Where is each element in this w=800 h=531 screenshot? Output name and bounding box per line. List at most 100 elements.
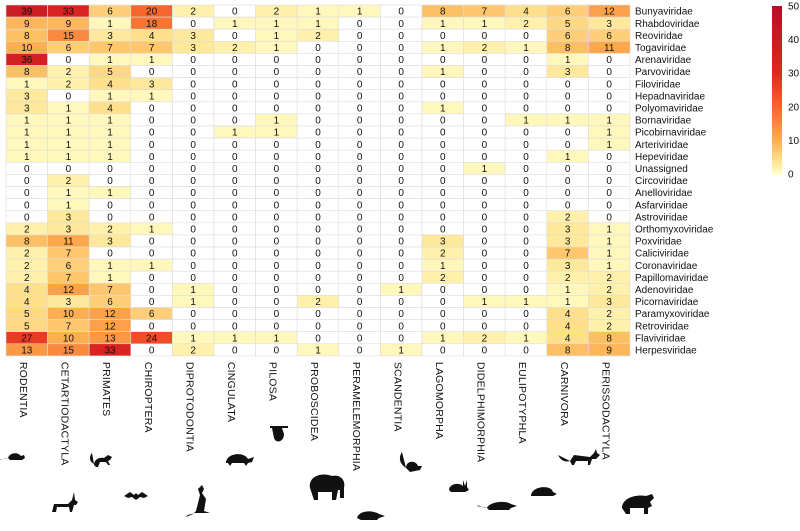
row-label: Arteriviridae — [635, 140, 689, 151]
cell-value: 0 — [24, 212, 30, 223]
cell-value: 1 — [190, 333, 196, 344]
cell-value: 0 — [398, 19, 404, 30]
cell-value: 1 — [274, 333, 280, 344]
cell-value: 0 — [606, 55, 612, 66]
cell-value: 0 — [440, 79, 446, 90]
cell-value: 1 — [440, 43, 446, 54]
cell-value: 1 — [606, 116, 612, 127]
cell-value: 0 — [357, 140, 363, 151]
cell-value: 1 — [232, 333, 238, 344]
cell-value: 0 — [357, 237, 363, 248]
cell-value: 3 — [24, 103, 30, 114]
cell-value: 0 — [398, 212, 404, 223]
cell-value: 0 — [232, 309, 238, 320]
legend-tick-label: 50 — [788, 2, 800, 13]
cell-value: 0 — [357, 188, 363, 199]
row-label: Bunyaviridae — [635, 7, 693, 18]
cell-value: 0 — [440, 128, 446, 139]
cell-value: 0 — [482, 67, 488, 78]
cell-value: 0 — [523, 164, 529, 175]
cell-value: 1 — [149, 261, 155, 272]
cell-value: 0 — [315, 176, 321, 187]
cell-value: 1 — [149, 91, 155, 102]
cell-value: 0 — [357, 103, 363, 114]
cell-value: 7 — [149, 43, 155, 54]
cell-value: 1 — [66, 152, 72, 163]
cell-value: 0 — [190, 19, 196, 30]
cell-value: 1 — [24, 128, 30, 139]
row-label: Reoviridae — [635, 31, 683, 42]
cell-value: 7 — [482, 7, 488, 18]
cell-value: 7 — [107, 285, 113, 296]
cell-value: 0 — [482, 212, 488, 223]
cell-value: 3 — [149, 79, 155, 90]
cell-value: 0 — [107, 164, 113, 175]
row-label: Anelloviridae — [635, 188, 693, 199]
cell-value: 0 — [482, 116, 488, 127]
cell-value: 1 — [398, 345, 404, 356]
cell-value: 33 — [104, 345, 116, 356]
cell-value: 0 — [440, 176, 446, 187]
cell-value: 8 — [24, 237, 30, 248]
legend-swatch — [772, 32, 782, 37]
cell-value: 1 — [274, 116, 280, 127]
cell-value: 0 — [190, 116, 196, 127]
cell-value: 0 — [398, 128, 404, 139]
cell-value: 4 — [107, 79, 113, 90]
cell-value: 0 — [149, 200, 155, 211]
column-label: PROBOSCIDEA — [308, 362, 320, 441]
cell-value: 0 — [482, 273, 488, 284]
cell-value: 0 — [149, 152, 155, 163]
cell-value: 0 — [482, 249, 488, 260]
cell-value: 2 — [482, 43, 488, 54]
cell-value: 39 — [21, 7, 33, 18]
row-label: Bornaviridae — [635, 116, 692, 127]
cell-value: 0 — [440, 164, 446, 175]
legend-swatch — [772, 126, 782, 131]
cell-value: 0 — [190, 261, 196, 272]
cell-value: 0 — [149, 321, 155, 332]
cell-value: 1 — [107, 55, 113, 66]
cell-value: 1 — [606, 140, 612, 151]
legend-swatch — [772, 26, 782, 31]
cell-value: 0 — [274, 176, 280, 187]
cell-value: 0 — [66, 55, 72, 66]
cell-value: 12 — [104, 321, 116, 332]
cell-value: 0 — [398, 261, 404, 272]
cell-value: 0 — [274, 79, 280, 90]
heatmap-cell — [588, 343, 631, 357]
cell-value: 0 — [190, 79, 196, 90]
cell-value: 1 — [606, 237, 612, 248]
cell-value: 15 — [63, 31, 75, 42]
heatmap-cells — [5, 4, 631, 357]
cell-value: 0 — [315, 237, 321, 248]
cell-value: 1 — [440, 261, 446, 272]
cell-value: 3 — [565, 237, 571, 248]
legend-swatch — [772, 123, 782, 128]
cell-value: 0 — [440, 212, 446, 223]
cell-value: 6 — [565, 7, 571, 18]
legend-swatch — [772, 140, 782, 145]
cell-value: 1 — [66, 116, 72, 127]
cell-value: 0 — [523, 200, 529, 211]
cell-value: 1 — [606, 128, 612, 139]
cell-value: 0 — [190, 103, 196, 114]
cell-value: 0 — [398, 309, 404, 320]
cell-value: 0 — [357, 116, 363, 127]
legend-tick-label: 40 — [788, 35, 800, 46]
cell-value: 8 — [565, 43, 571, 54]
cell-value: 10 — [21, 43, 33, 54]
cell-value: 0 — [315, 91, 321, 102]
cell-value: 0 — [398, 237, 404, 248]
cell-value: 10 — [63, 333, 75, 344]
row-label: Hepadnaviridae — [635, 91, 705, 102]
cell-value: 1 — [107, 128, 113, 139]
cell-value: 0 — [606, 188, 612, 199]
cell-value: 0 — [482, 321, 488, 332]
elephant-icon — [309, 474, 345, 500]
monkey-icon — [90, 453, 112, 467]
cell-value: 0 — [149, 67, 155, 78]
cell-value: 0 — [232, 261, 238, 272]
legend-tick-label: 30 — [788, 69, 800, 80]
